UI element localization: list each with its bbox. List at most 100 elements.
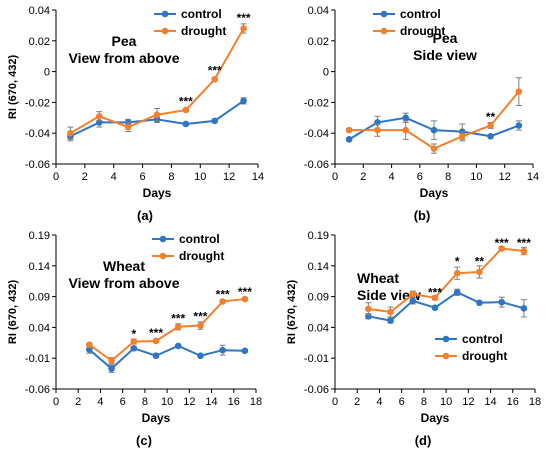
data-point-drought [86,341,93,348]
data-point-control [211,117,219,125]
legend-swatch-marker [161,10,169,18]
y-tick-label: 0.04 [308,322,329,334]
significance-label: *** [237,11,251,25]
data-point-control [108,365,115,372]
data-point-control [476,299,483,307]
x-tick-label: 6 [120,396,126,408]
y-tick-label: -0.01 [25,353,50,365]
y-tick-label: 0.02 [29,36,50,48]
plot-title-line: View from above [68,275,179,291]
data-point-drought [409,290,417,298]
x-tick-label: 12 [223,171,235,183]
data-point-control [240,97,247,105]
legend-swatch-marker [442,335,450,343]
x-tick-label: 14 [252,171,264,183]
y-tick-label: 0.19 [308,230,329,242]
data-point-drought [124,123,132,131]
legend-label-control: control [462,332,503,346]
plot-title-line: View from above [68,50,179,66]
x-tick-label: 14 [205,396,217,408]
data-point-drought [431,294,439,302]
significance-label: *** [179,94,193,108]
data-point-control [182,120,190,128]
data-point-drought [402,126,410,134]
x-tick-label: 2 [82,171,88,183]
data-point-control [520,305,528,312]
plot-title-line: Side view [357,287,421,303]
legend-label-drought: drought [462,349,507,363]
y-tick-label: 0.19 [29,230,50,242]
x-tick-label: 10 [194,171,206,183]
x-tick-label: 6 [140,171,146,183]
data-point-control [345,136,353,143]
panel-label: (a) [137,208,153,223]
y-tick-label: 0.09 [308,292,329,304]
x-tick-label: 8 [421,396,427,408]
x-tick-label: 0 [53,171,59,183]
chart-panel-3: -0.06 -0.01 0.04 0.09 0.14 0.19 0 2 4 6 8 10 12 14 16 1… [7,230,262,448]
y-tick-label: 0.14 [308,261,329,273]
series-control [365,288,528,324]
data-point-control [409,297,417,305]
x-tick-label: 10 [161,396,173,408]
x-tick-label: 4 [376,396,382,408]
data-point-control [152,352,160,360]
x-tick-label: 10 [440,396,452,408]
x-tick-label: 10 [470,171,482,183]
data-point-drought [130,338,138,345]
data-point-drought [182,106,190,114]
y-tick-label: -0.01 [304,353,329,365]
x-tick-label: 2 [354,396,360,408]
y-axis-title: RI (670, 432) [286,280,298,345]
legend-swatch-marker [380,10,388,18]
significance-label: *** [171,311,185,325]
x-tick-label: 12 [183,396,195,408]
x-tick-label: 6 [417,171,423,183]
plot-title-line: Pea [112,33,137,49]
data-point-drought [374,126,381,134]
series-line-drought [88,298,245,362]
plot-title-line: Wheat [357,270,399,286]
x-axis-title: Days [421,411,450,425]
chart-panel-4: -0.06 -0.01 0.04 0.09 0.14 0.19 0 2 4 6 8 10 12 14 16 1… [286,230,541,448]
series-line-control [368,291,525,322]
panel-label: (d) [415,433,432,448]
y-tick-label: -0.06 [25,384,50,396]
data-point-control [241,347,249,355]
x-tick-label: 4 [111,171,117,183]
legend-swatch-marker [159,235,167,243]
data-point-control [430,126,438,134]
data-point-control [174,342,182,350]
data-point-control [130,345,138,352]
legend-swatch-marker [161,27,169,35]
data-point-drought [365,305,372,313]
panel-label: (c) [136,433,152,448]
significance-label: *** [517,236,531,250]
significance-label: *** [193,310,207,324]
y-axis-title: RI (670, 432) [7,55,19,120]
y-tick-label: -0.06 [25,159,50,171]
data-point-control [498,298,505,306]
chart-panel-2: -0.06 -0.04 -0.02 0 0.02 0.04 0 2 4 6 8 10 12 14 Days (… [304,5,539,223]
x-tick-label: 12 [499,171,511,183]
x-tick-label: 0 [53,396,59,408]
legend-swatch-marker [159,252,167,260]
legend-swatch-marker [442,352,450,360]
x-axis-title: Days [142,411,171,425]
legend-label-control: control [181,7,222,21]
data-point-drought [520,247,528,255]
legend: control drought [152,232,224,263]
series-drought [365,245,528,318]
data-point-drought [515,88,523,95]
x-axis-title: Days [420,186,449,200]
data-point-control [431,304,439,311]
y-tick-label: 0.02 [308,36,329,48]
data-point-control [197,352,204,360]
legend-label-control: control [400,7,441,21]
legend-label-drought: drought [179,249,224,263]
y-tick-label: 0.04 [29,322,50,334]
x-tick-label: 16 [507,396,519,408]
data-point-control [515,122,523,129]
significance-label: *** [216,287,230,301]
data-point-drought [241,295,249,303]
